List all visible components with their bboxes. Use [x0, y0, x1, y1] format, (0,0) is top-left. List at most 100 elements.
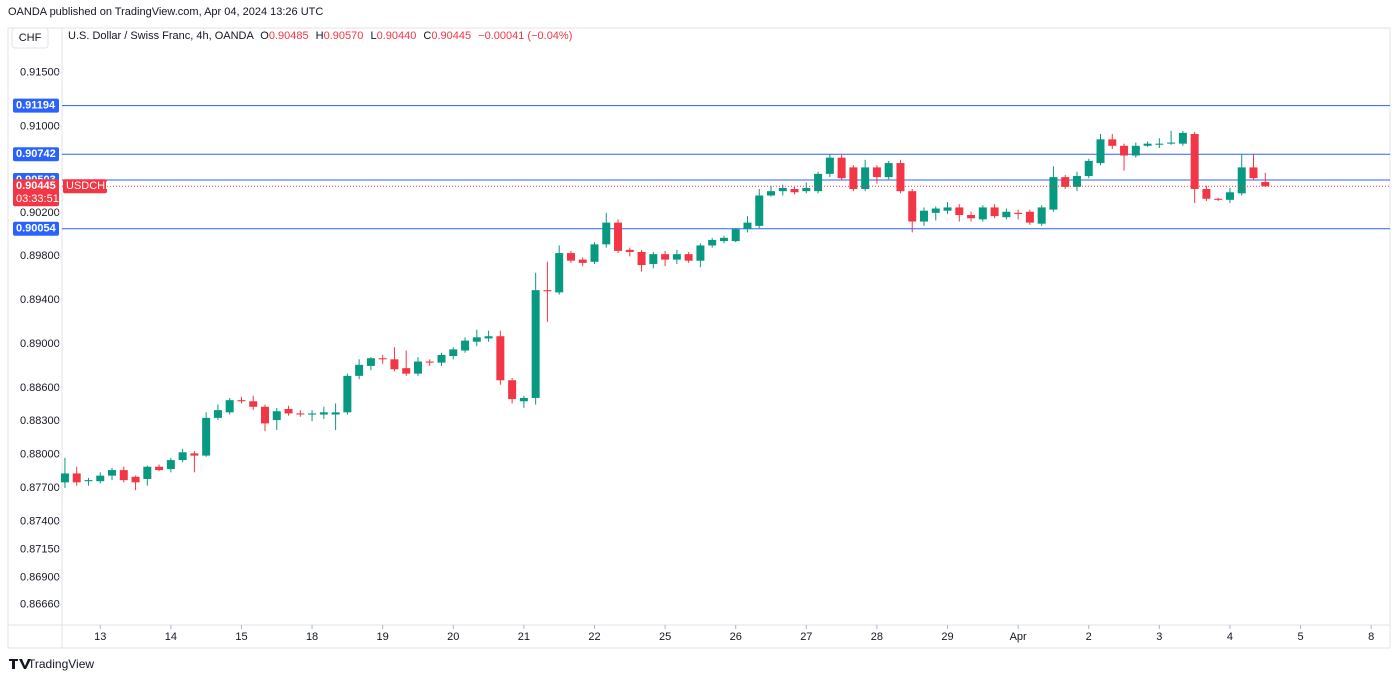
candle-body: [484, 336, 493, 339]
candle-body: [719, 237, 728, 242]
legend-value: 0.90570: [324, 30, 364, 42]
last-price-label: 0.90445: [16, 180, 56, 192]
candle-body: [1049, 177, 1058, 210]
candle-body: [519, 397, 528, 402]
y-tick-label: 0.89400: [20, 294, 60, 306]
candle-body: [237, 400, 246, 402]
candle-body: [331, 412, 340, 415]
candle-body: [555, 253, 564, 293]
candle-body: [413, 361, 422, 374]
candle-body: [343, 375, 352, 413]
y-tick-label: 0.87700: [20, 482, 60, 494]
level-label: 0.91194: [16, 100, 56, 112]
legend-key: C: [423, 30, 431, 42]
candle-body: [767, 191, 776, 196]
x-tick-label: 14: [165, 631, 177, 643]
candle-body: [1061, 177, 1070, 187]
x-tick-label: 8: [1368, 631, 1374, 643]
symbol-tag-box: [63, 179, 107, 194]
candle-body: [802, 187, 811, 192]
candle-body: [637, 251, 646, 266]
y-tick-label: 0.89800: [20, 250, 60, 262]
legend-value: 0.90445: [431, 30, 471, 42]
candle-body: [119, 470, 128, 481]
candle-body: [355, 364, 364, 376]
candle-body: [1143, 143, 1152, 146]
legend-value: 0.90485: [269, 30, 309, 42]
candle-body: [696, 245, 705, 261]
candle-body: [390, 359, 399, 370]
candle-body: [825, 157, 834, 174]
candle-body: [96, 475, 105, 482]
candle-body: [614, 222, 623, 251]
legend-value: 0.90440: [377, 30, 417, 42]
candle-body: [872, 167, 881, 178]
candle-body: [190, 453, 199, 456]
last-price-box: [13, 179, 59, 207]
candle-body: [1084, 160, 1093, 177]
candle-body: [943, 207, 952, 211]
candle-body: [955, 207, 964, 216]
y-tick-label: 0.88600: [20, 382, 60, 394]
legend: U.S. Dollar / Swiss Franc, 4h, OANDA O0.…: [68, 30, 572, 42]
x-tick-label: 20: [447, 631, 459, 643]
candle-body: [578, 259, 587, 263]
x-tick-label: 3: [1156, 631, 1162, 643]
x-tick-label: 22: [588, 631, 600, 643]
x-tick-label: 26: [730, 631, 742, 643]
candle-body: [108, 470, 117, 476]
candle-body: [755, 195, 764, 226]
candle-body: [884, 163, 893, 178]
x-tick-label: Apr: [1010, 631, 1027, 643]
publisher: OANDA published on TradingView.com, Apr …: [8, 6, 323, 18]
candle-body: [131, 476, 140, 483]
x-tick-label: 4: [1227, 631, 1233, 643]
x-tick-label: 27: [800, 631, 812, 643]
candle-body: [1202, 189, 1211, 199]
candle-body: [602, 222, 611, 245]
candle-body: [649, 254, 658, 264]
candle-body: [908, 191, 917, 222]
candle-body: [225, 400, 234, 413]
candle-body: [402, 368, 411, 374]
candle-body: [837, 157, 846, 179]
candle-body: [684, 254, 693, 261]
y-tick-label: 0.88000: [20, 448, 60, 460]
candle-body: [60, 473, 69, 483]
candle-body: [978, 207, 987, 220]
candle-body: [178, 452, 187, 461]
candle-body: [814, 173, 823, 192]
candle-body: [472, 337, 481, 342]
level-label-box: [13, 147, 59, 162]
level-label: 0.90742: [16, 148, 56, 160]
y-tick-label: 0.86900: [20, 571, 60, 583]
x-tick-label: 21: [518, 631, 530, 643]
candle-body: [319, 412, 328, 415]
candle-body: [84, 480, 93, 482]
currency-label[interactable]: CHF: [19, 32, 42, 44]
candle-body: [1237, 167, 1246, 194]
candle-body: [861, 167, 870, 190]
candle-body: [1037, 207, 1046, 224]
legend-key: O: [260, 30, 269, 42]
legend-change: −0.00041 (−0.04%): [478, 30, 572, 42]
candle-body: [437, 354, 446, 363]
candle-body: [1014, 212, 1023, 214]
frame: [7, 27, 1391, 649]
level-label: 0.90054: [16, 223, 57, 235]
candle-body: [1155, 143, 1164, 145]
y-tick-label: 0.90200: [20, 207, 60, 219]
candle-body: [155, 466, 164, 471]
candle-body: [1190, 133, 1199, 190]
x-tick-label: 5: [1298, 631, 1304, 643]
y-tick-label: 0.89000: [20, 338, 60, 350]
candle-body: [72, 473, 81, 483]
candle-body: [590, 244, 599, 262]
y-tick-label: 0.91000: [20, 120, 60, 132]
y-tick-label: 0.88300: [20, 415, 60, 427]
candle-body: [1131, 145, 1140, 156]
candle-body: [213, 410, 222, 418]
candle-body: [1096, 139, 1105, 164]
candle-body: [661, 254, 670, 260]
